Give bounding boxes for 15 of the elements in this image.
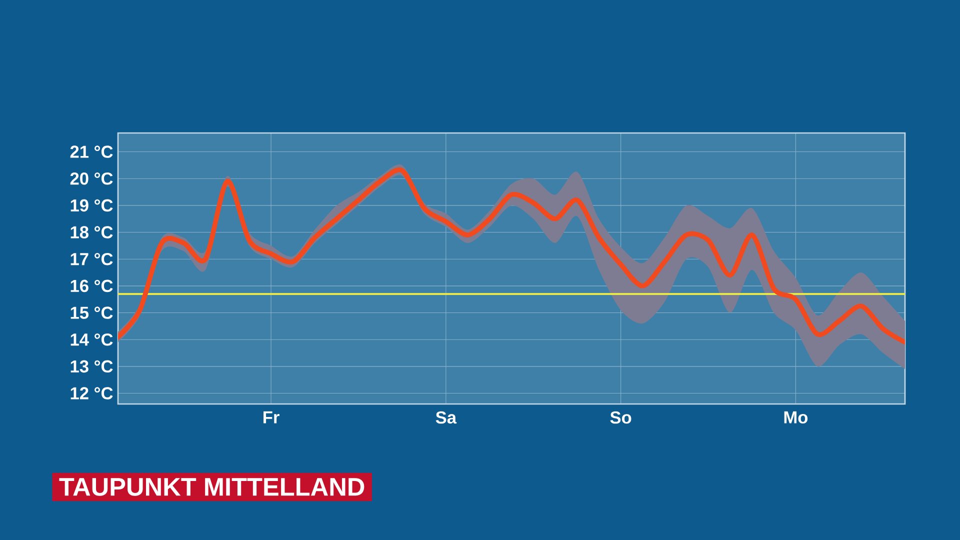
y-tick-label: 14 °C <box>70 333 113 346</box>
y-tick-label: 13 °C <box>70 360 113 373</box>
y-tick-label: 15 °C <box>70 306 113 319</box>
y-tick-label: 16 °C <box>70 280 113 292</box>
y-tick-label: 18 °C <box>70 226 113 238</box>
y-tick-label: 20 °C <box>70 172 113 185</box>
x-tick-label: So <box>610 411 632 424</box>
text: TAUPUNKT MITTELLAND <box>59 478 364 496</box>
y-tick-label: 19 °C <box>70 199 113 212</box>
x-tick-label: Sa <box>436 411 457 424</box>
y-tick-label: 17 °C <box>70 252 113 266</box>
y-tick-label: 21 °C <box>70 146 113 158</box>
x-tick-label: Mo <box>784 411 808 424</box>
x-tick-label: Fr <box>264 411 280 424</box>
y-tick-label: 12 °C <box>70 387 113 400</box>
